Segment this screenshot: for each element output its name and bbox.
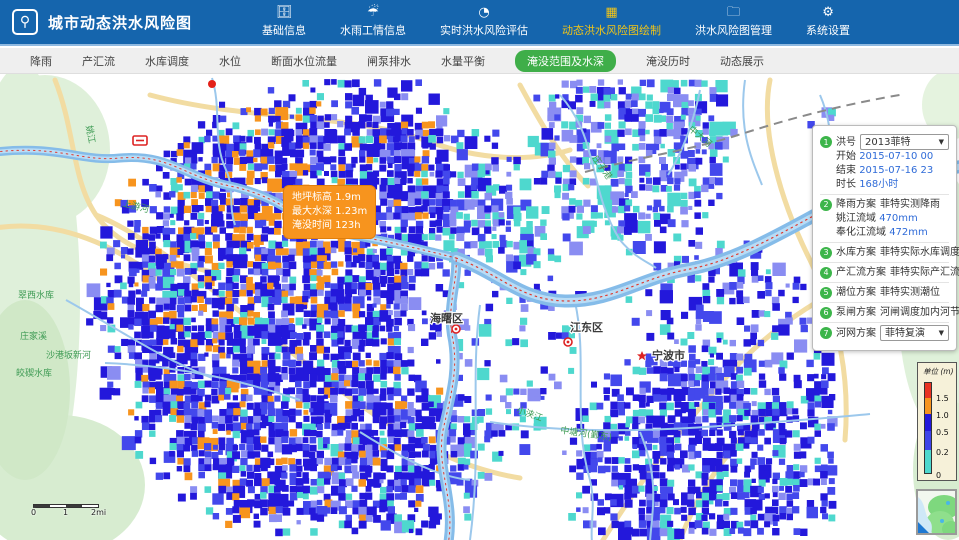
- chevron-down-icon: ▼: [938, 328, 944, 337]
- tab-9[interactable]: 淹没历时: [646, 54, 690, 68]
- map-label: 皎碶水库: [16, 367, 52, 379]
- panel-section-pump-gate: 6 泵闸方案 河闸调度加内河节制: [820, 302, 959, 322]
- main-menu: 🗄 基础信息 ☔ 水雨工情信息 ◔ 实时洪水风险评估 ▦ 动态洪水风险图绘制 🗀 洪水风险图管理 ⚙…: [262, 6, 850, 38]
- river-network-select[interactable]: 菲特复演 ▼: [880, 325, 949, 341]
- tab-8[interactable]: 淹没范围及水深: [515, 49, 616, 72]
- red-dot-marker: [208, 80, 216, 88]
- scale-bar-segments: [33, 504, 99, 508]
- panel-section-river-network: 7 河网方案 菲特复演 ▼: [820, 322, 949, 343]
- end-time-row: 结束 2015-07-16 23: [836, 165, 934, 176]
- step-7-badge: 7: [820, 327, 832, 339]
- map-label: 庄家溪: [20, 330, 47, 342]
- menu-item-1[interactable]: 🗄 基础信息: [262, 6, 306, 38]
- legend-tick: 0.5: [936, 428, 949, 437]
- tooltip-line-3: 淹没时间 123h: [292, 220, 361, 231]
- canals: [65, 77, 871, 540]
- yaojiang-basin-row: 姚江流域 470mm: [836, 213, 918, 224]
- tab-3[interactable]: 水库调度: [145, 54, 189, 68]
- tab-1[interactable]: 降雨: [30, 54, 52, 68]
- map-label: 姚江: [83, 124, 98, 144]
- tab-7[interactable]: 水量平衡: [441, 54, 485, 68]
- menu-item-5[interactable]: 🗀 洪水风险图管理: [695, 6, 772, 38]
- legend-tick: 0.2: [936, 448, 949, 457]
- flood-id-label: 洪号: [836, 136, 856, 148]
- flood-cell-tooltip: 地坪标高 1.9m 最大水深 1.23m 淹没时间 123h: [283, 185, 377, 239]
- menu-item-label: 水雨工情信息: [340, 24, 407, 37]
- scale-label-1: 1: [63, 508, 69, 517]
- gear-icon: ⚙: [822, 5, 834, 20]
- overview-minimap[interactable]: [916, 489, 957, 535]
- panel-section-reservoir: 3 水库方案 菲特实际水库调度: [820, 242, 959, 262]
- step-6-badge: 6: [820, 306, 832, 319]
- legend-tick: 0: [936, 471, 942, 480]
- legend-tick: 1.0: [936, 411, 949, 420]
- step-4-badge: 4: [820, 266, 832, 279]
- scenario-panel: 1 洪号 2013菲特 ▼ 开始 2015-07-10 00 结束 2015-07…: [812, 125, 959, 351]
- start-time-row: 开始 2015-07-10 00: [836, 151, 934, 162]
- scale-label-0: 0: [31, 508, 37, 517]
- step-5-badge: 5: [820, 286, 832, 299]
- flood-cells: [86, 79, 838, 540]
- tab-5[interactable]: 断面水位流量: [271, 54, 337, 68]
- chart-map-icon: ▦: [605, 5, 618, 20]
- menu-item-label: 实时洪水风险评估: [440, 24, 529, 37]
- raindrops-icon: ☔: [367, 5, 379, 20]
- depth-legend: 单位 (m) 1.5 1.0 0.5 0.2 0: [917, 362, 957, 481]
- minimap-expand-icon[interactable]: [918, 522, 929, 533]
- app-header: ⚲ 城市动态洪水风险图 🗄 基础信息 ☔ 水雨工情信息 ◔ 实时洪水风险评估 ▦ 动态洪水风险…: [0, 0, 959, 46]
- city-star-marker: [637, 351, 647, 361]
- flood-id-select[interactable]: 2013菲特 ▼: [860, 134, 949, 150]
- panel-section-rainfall: 2 降雨方案 菲特实测降雨 姚江流域 470mm 奉化江流域 472mm: [820, 194, 949, 242]
- menu-item-label: 动态洪水风险图绘制: [562, 24, 662, 37]
- scale-label-2mi: 2mi: [91, 508, 107, 517]
- menu-item-label: 系统设置: [806, 24, 851, 37]
- clock-icon: ◔: [478, 5, 490, 20]
- sub-toolbar: 降雨 产汇流 水库调度 水位 断面水位流量 闸泵排水 水量平衡 淹没范围及水深 淹没历时 动态展示: [0, 48, 959, 74]
- fenghuajiang-basin-row: 奉化江流域 472mm: [836, 227, 928, 238]
- tab-6[interactable]: 闸泵排水: [367, 54, 411, 68]
- tooltip-line-2: 最大水深 1.23m: [292, 206, 368, 217]
- tab-10[interactable]: 动态展示: [720, 54, 764, 68]
- app-logo-icon: ⚲: [12, 9, 38, 35]
- map-label: 沙港坂新河: [46, 349, 91, 361]
- step-2-badge: 2: [820, 198, 832, 211]
- map-scale-bar: 0 1 2mi: [31, 504, 113, 518]
- duration-row: 时长 168小时: [836, 179, 899, 190]
- menu-item-6[interactable]: ⚙ 系统设置: [806, 6, 850, 38]
- map-label: 翠西水库: [18, 289, 54, 301]
- app-title: 城市动态洪水风险图: [48, 13, 193, 32]
- poi-markers: [132, 80, 216, 146]
- railway-line: [584, 93, 906, 173]
- map-label: 小浃江: [515, 404, 544, 425]
- menu-item-2[interactable]: ☔ 水雨工情信息: [340, 6, 406, 38]
- tab-4[interactable]: 水位: [219, 54, 241, 68]
- menu-item-label: 洪水风险图管理: [695, 24, 773, 37]
- panel-section-runoff: 4 产汇流方案 菲特实际产汇流: [820, 262, 959, 282]
- menu-item-4[interactable]: ▦ 动态洪水风险图绘制: [562, 6, 661, 38]
- database-icon: 🗄: [275, 5, 293, 20]
- menu-item-3[interactable]: ◔ 实时洪水风险评估: [440, 6, 528, 38]
- district-label: 宁波市: [652, 348, 685, 362]
- tab-2[interactable]: 产汇流: [82, 54, 115, 68]
- tooltip-line-1: 地坪标高 1.9m: [292, 192, 361, 203]
- step-1-badge: 1: [820, 136, 832, 148]
- step-3-badge: 3: [820, 246, 832, 259]
- legend-tick: 1.5: [936, 394, 949, 403]
- panel-section-tide: 5 潮位方案 菲特实测潮位: [820, 282, 949, 302]
- district-label: 江东区: [570, 320, 603, 334]
- legend-colorbar: [924, 382, 932, 474]
- folder-icon: 🗀: [727, 5, 741, 20]
- district-label: 海曙区: [430, 311, 463, 325]
- panel-section-flood-id: 1 洪号 2013菲特 ▼ 开始 2015-07-10 00 结束 2015-07…: [820, 132, 949, 194]
- menu-item-label: 基础信息: [262, 24, 307, 37]
- chevron-down-icon: ▼: [938, 137, 944, 146]
- legend-title: 单位 (m): [923, 367, 954, 376]
